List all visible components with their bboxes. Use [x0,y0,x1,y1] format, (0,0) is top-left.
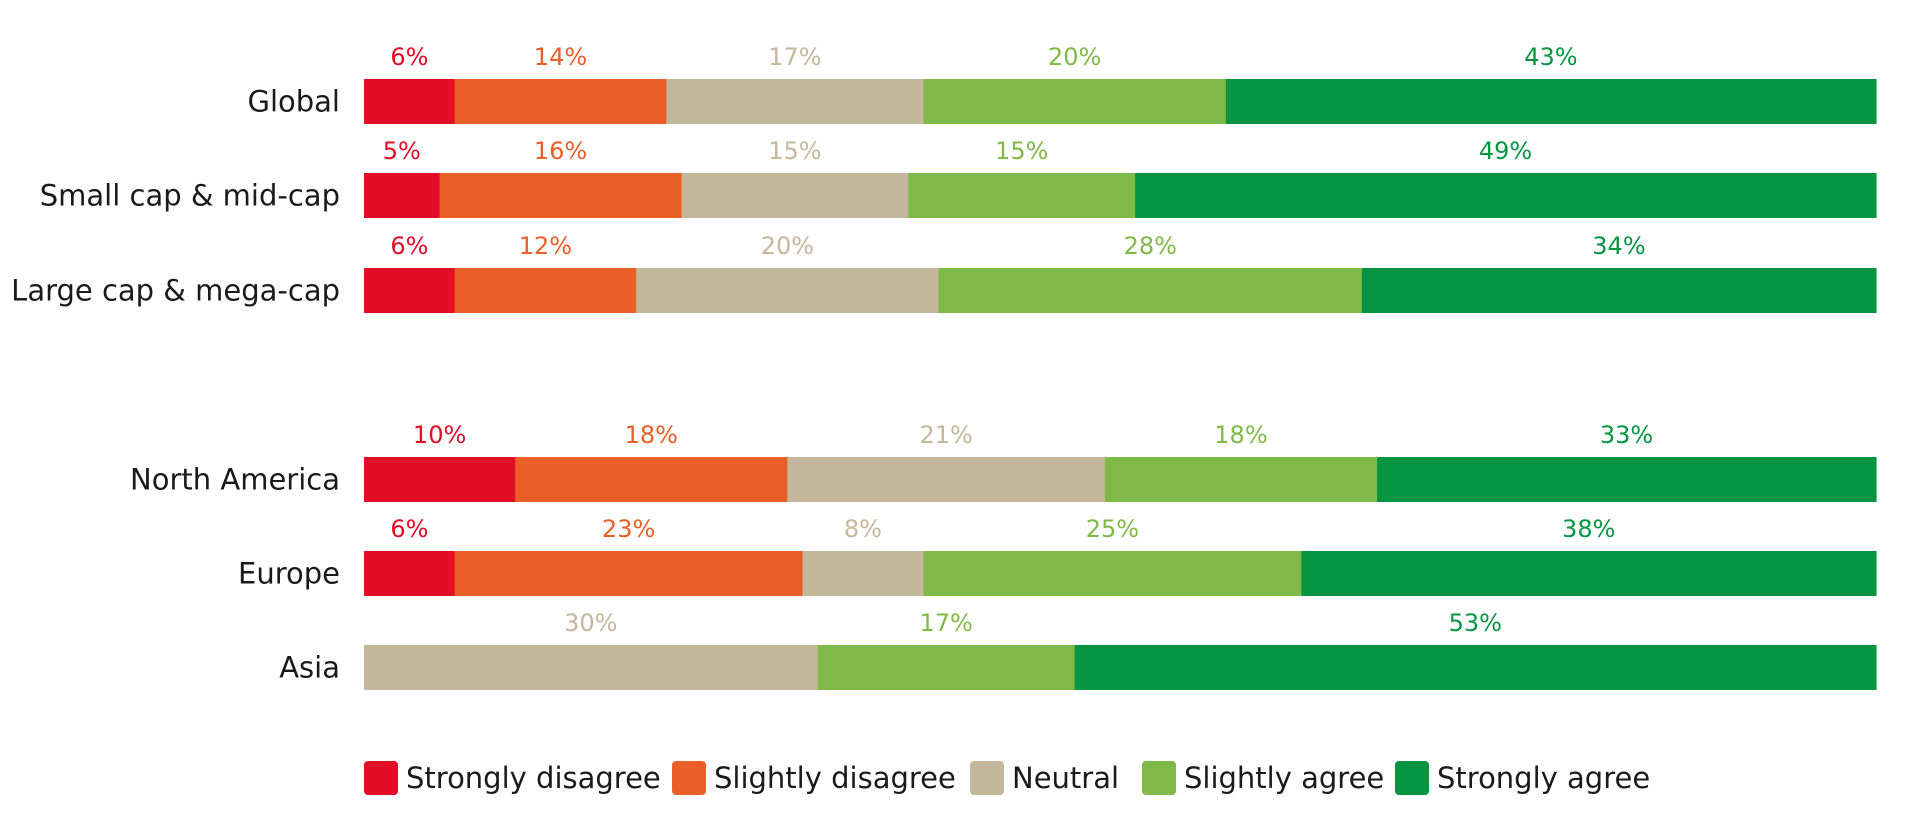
data-label: 18% [1214,421,1267,449]
category-label: Global [247,85,340,119]
bar-segment-slightly-agree [938,268,1363,313]
data-label: 33% [1600,421,1653,449]
bar-segment-slightly-agree [908,173,1136,218]
bar-row-europe: Europe 6% 23% 8% 25% 38% [238,515,1877,596]
bar-segment-strongly-agree [1135,173,1877,218]
data-label: 20% [1048,43,1101,71]
data-label: 15% [995,137,1048,165]
data-label: 18% [625,421,678,449]
bar-segment-neutral [666,79,925,124]
category-label: Small cap & mid-cap [40,179,340,213]
bar-segment-slightly-agree [923,551,1303,596]
bar-row-north-america: North America 10% 18% 21% 18% 33% [130,421,1877,502]
data-label: 14% [534,43,587,71]
data-label: 21% [919,421,972,449]
legend-label: Slightly agree [1184,761,1384,795]
data-label: 53% [1449,609,1502,637]
data-label: 49% [1479,137,1532,165]
data-label: 10% [413,421,466,449]
bar-row-small-cap-and-mid-cap: Small cap & mid-cap 5% 16% 15% 15% 49% [40,137,1877,218]
data-label: 17% [768,43,821,71]
category-label: Asia [279,651,340,685]
legend-swatch [1142,761,1176,795]
bar-segment-strongly-agree [1225,79,1877,124]
category-label: Large cap & mega-cap [11,274,340,308]
bar-segment-strongly-disagree [364,79,456,124]
bar-segment-strongly-agree [1377,457,1877,502]
bars-layer: Global 6% 14% 17% 20% 43% Small cap & mid-cap 5… [11,43,1877,690]
bar-segment-slightly-disagree [439,173,683,218]
legend-label: Slightly disagree [714,761,956,795]
legend-label: Neutral [1012,761,1119,795]
bar-segment-strongly-disagree [364,268,456,313]
data-label: 6% [390,43,428,71]
bar-segment-slightly-agree [1104,457,1378,502]
data-label: 12% [519,232,572,260]
data-label: 23% [602,515,655,543]
legend-item-neutral: Neutral [970,761,1119,795]
data-label: 34% [1592,232,1645,260]
bar-segment-slightly-disagree [515,457,788,502]
bar-segment-strongly-disagree [364,457,516,502]
bar-segment-slightly-agree [923,79,1227,124]
bar-segment-neutral [681,173,909,218]
bar-segment-neutral [802,551,925,596]
legend-item-slightly-agree: Slightly agree [1142,761,1384,795]
legend-item-strongly-disagree: Strongly disagree [364,761,661,795]
bar-segment-neutral [636,268,940,313]
data-label: 20% [761,232,814,260]
legend-swatch [364,761,398,795]
data-label: 16% [534,137,587,165]
bar-segment-neutral [787,457,1106,502]
legend-swatch [1395,761,1429,795]
legend-label: Strongly agree [1437,761,1650,795]
data-label: 30% [564,609,617,637]
data-label: 25% [1086,515,1139,543]
data-label: 38% [1562,515,1615,543]
data-label: 15% [768,137,821,165]
legend-swatch [672,761,706,795]
bar-segment-slightly-disagree [454,551,804,596]
legend-item-strongly-agree: Strongly agree [1395,761,1650,795]
bar-row-large-cap-and-mega-cap: Large cap & mega-cap 6% 12% 20% 28% 34% [11,232,1877,313]
bar-row-asia: Asia 30% 17% 53% [279,609,1877,690]
bar-segment-slightly-disagree [454,79,667,124]
bar-row-global: Global 6% 14% 17% 20% 43% [247,43,1877,124]
bar-segment-strongly-agree [1301,551,1877,596]
data-label: 28% [1124,232,1177,260]
data-label: 6% [390,515,428,543]
category-label: North America [130,463,340,497]
bar-segment-strongly-disagree [364,551,456,596]
data-label: 8% [844,515,882,543]
legend-swatch [970,761,1004,795]
data-label: 43% [1524,43,1577,71]
bar-segment-slightly-disagree [454,268,637,313]
legend: Strongly disagree Slightly disagree Neutra… [364,761,1650,795]
bar-segment-strongly-agree [1361,268,1877,313]
category-label: Europe [238,557,340,591]
bar-segment-slightly-agree [817,645,1076,690]
data-label: 6% [390,232,428,260]
legend-item-slightly-disagree: Slightly disagree [672,761,956,795]
legend-label: Strongly disagree [406,761,661,795]
data-label: 17% [919,609,972,637]
bar-segment-strongly-agree [1074,645,1877,690]
bar-segment-strongly-disagree [364,173,441,218]
data-label: 5% [383,137,421,165]
bar-segment-neutral [364,645,819,690]
